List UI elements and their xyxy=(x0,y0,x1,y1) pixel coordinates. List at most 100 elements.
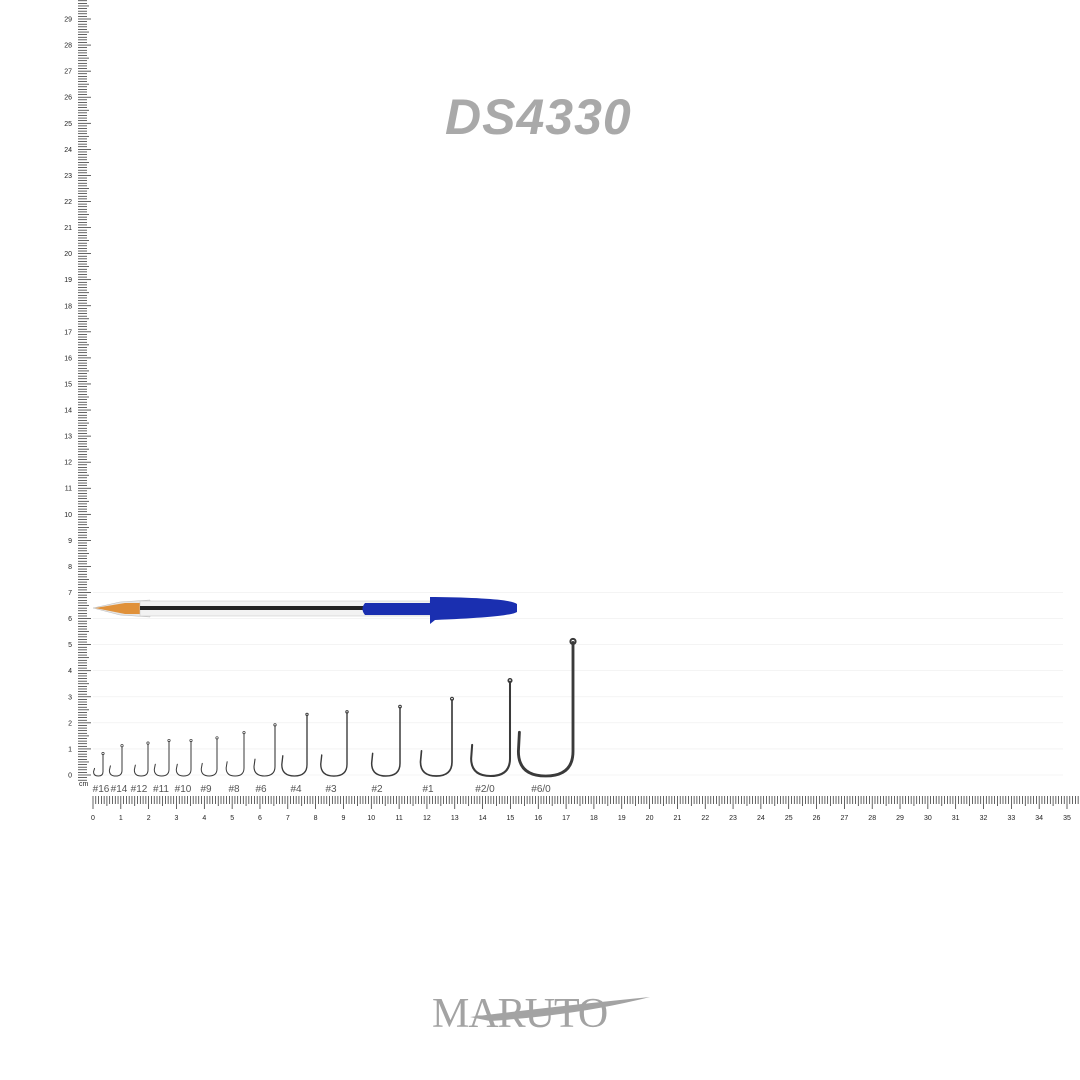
hook-11: #11 xyxy=(153,738,171,795)
x-tick-label: 11 xyxy=(395,815,402,822)
y-tick-label: 26 xyxy=(64,95,72,102)
y-tick-label: 18 xyxy=(64,303,72,310)
y-tick-label: 14 xyxy=(64,408,72,415)
y-tick-label: 13 xyxy=(64,434,72,441)
x-tick-label: 4 xyxy=(202,815,206,822)
y-tick-label: 24 xyxy=(64,147,72,154)
y-tick-label: 4 xyxy=(68,668,72,675)
hook-size-label: #12 xyxy=(131,784,148,795)
x-tick-label: 3 xyxy=(175,815,179,822)
y-tick-label: 3 xyxy=(68,694,72,701)
x-tick-label: 30 xyxy=(924,815,932,822)
x-tick-label: 20 xyxy=(646,815,654,822)
y-tick-label: 23 xyxy=(64,173,72,180)
hook-6: #6 xyxy=(253,723,277,795)
hook-size-label: #8 xyxy=(228,784,240,795)
y-tick-label: 2 xyxy=(68,720,72,727)
x-tick-label: 17 xyxy=(562,815,570,822)
hook-size-label: #16 xyxy=(93,784,110,795)
x-tick-label: 35 xyxy=(1063,815,1071,822)
unit-label: cm xyxy=(79,781,89,788)
y-tick-label: 19 xyxy=(64,277,72,284)
y-tick-label: 8 xyxy=(68,564,72,571)
hook-1: #1 xyxy=(419,696,455,795)
x-tick-label: 21 xyxy=(674,815,682,822)
vertical-ruler: 0123456789101112131415161718192021222324… xyxy=(64,0,91,781)
hook-size-label: #11 xyxy=(153,784,169,795)
hook-size-label: #14 xyxy=(111,784,128,795)
y-tick-label: 9 xyxy=(68,538,72,545)
gridlines xyxy=(93,592,1063,776)
x-tick-label: 13 xyxy=(451,815,459,822)
x-tick-label: 12 xyxy=(423,815,431,822)
ballpoint-pen xyxy=(92,597,517,624)
x-tick-label: 18 xyxy=(590,815,598,822)
x-tick-label: 29 xyxy=(896,815,904,822)
y-tick-label: 5 xyxy=(68,642,72,649)
x-tick-label: 22 xyxy=(701,815,709,822)
horizontal-ruler: 0 1 2 3 4 5 6 7 8 9 10 11 12 13 14 15 16 17 18 19 20 21 22 23 24… xyxy=(91,796,1079,822)
x-tick-label: 14 xyxy=(479,815,487,822)
hook-2: #2 xyxy=(370,704,402,795)
y-tick-label: 17 xyxy=(64,329,72,336)
hook-size-label: #2 xyxy=(371,784,383,795)
hook-12: #12 xyxy=(131,741,150,795)
x-tick-label: 23 xyxy=(729,815,737,822)
x-tick-label: 33 xyxy=(1007,815,1015,822)
x-tick-label: 19 xyxy=(618,815,626,822)
hook-8: #8 xyxy=(225,731,246,795)
x-tick-label: 31 xyxy=(952,815,960,822)
y-tick-label: 11 xyxy=(65,486,72,493)
hook-size-label: #6/0 xyxy=(531,784,551,795)
maruto-logo: MARUTO xyxy=(432,991,650,1035)
x-tick-label: 26 xyxy=(813,815,821,822)
x-tick-label: 32 xyxy=(980,815,988,822)
y-tick-label: 6 xyxy=(68,616,72,623)
y-tick-label: 28 xyxy=(64,43,72,50)
x-tick-label: 5 xyxy=(230,815,234,822)
y-tick-label: 0 xyxy=(68,773,72,780)
x-tick-label: 10 xyxy=(367,815,375,822)
y-tick-label: 20 xyxy=(64,251,72,258)
x-tick-label: 16 xyxy=(534,815,542,822)
x-tick-label: 25 xyxy=(785,815,793,822)
x-tick-label: 15 xyxy=(507,815,515,822)
hook-9: #9 xyxy=(200,736,219,795)
y-tick-label: 27 xyxy=(64,69,72,76)
x-tick-label: 1 xyxy=(119,815,123,822)
y-tick-label: 12 xyxy=(64,460,72,467)
x-tick-label: 28 xyxy=(868,815,876,822)
hook-4: #4 xyxy=(281,712,309,795)
y-tick-label: 7 xyxy=(68,590,72,597)
hook-size-label: #6 xyxy=(255,784,267,795)
hook-60: #6/0 xyxy=(516,637,577,795)
product-code-title: DS4330 xyxy=(445,89,632,145)
hook-size-label: #10 xyxy=(175,784,192,795)
hook-size-label: #1 xyxy=(422,784,434,795)
y-tick-label: 21 xyxy=(64,225,72,232)
y-tick-label: 1 xyxy=(68,746,72,753)
hook-14: #14 xyxy=(108,744,128,795)
x-tick-label: 24 xyxy=(757,815,765,822)
y-tick-label: 29 xyxy=(64,17,72,24)
y-tick-label: 15 xyxy=(64,381,72,388)
y-tick-label: 10 xyxy=(64,512,72,519)
hook-size-label: #4 xyxy=(290,784,302,795)
hook-size-label: #9 xyxy=(200,784,212,795)
x-tick-label: 8 xyxy=(314,815,318,822)
hook-3: #3 xyxy=(320,710,349,795)
y-tick-label: 22 xyxy=(64,199,72,206)
y-tick-label: 25 xyxy=(64,121,72,128)
hook-16: #16 xyxy=(93,751,110,795)
hook-size-label: #2/0 xyxy=(475,784,495,795)
x-tick-label: 0 xyxy=(91,815,95,822)
x-tick-label: 27 xyxy=(840,815,848,822)
y-tick-label: 16 xyxy=(64,355,72,362)
hook-set: #16 #14 #12 #11 #10 #9 #8 #6 #4 #3 #2 #1 #2/0 #6/0 xyxy=(93,637,577,795)
x-tick-label: 2 xyxy=(147,815,151,822)
x-tick-label: 34 xyxy=(1035,815,1043,822)
hook-10: #10 xyxy=(175,738,193,795)
x-tick-label: 6 xyxy=(258,815,262,822)
x-tick-label: 9 xyxy=(342,815,346,822)
